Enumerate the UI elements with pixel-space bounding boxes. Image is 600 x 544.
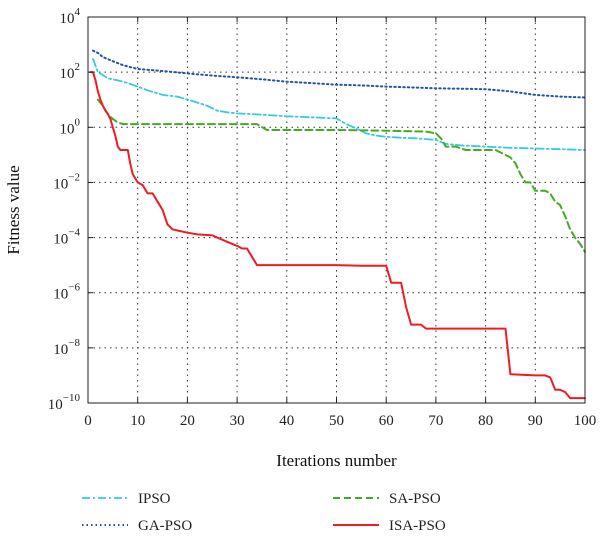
x-tick-label: 20 — [180, 413, 195, 429]
x-tick-label: 40 — [279, 413, 294, 429]
x-tick-label: 60 — [379, 413, 394, 429]
series-layer — [89, 49, 586, 400]
legend-label-sa-pso: SA-PSO — [389, 491, 441, 507]
legend: IPSO GA-PSO SA-PSO ISA-PSO — [82, 491, 446, 534]
x-tick-label: 10 — [130, 413, 145, 429]
x-tick-label: 90 — [528, 413, 543, 429]
y-tick-label: 10−2 — [53, 171, 80, 192]
x-axis-label: Iterations number — [276, 451, 397, 470]
x-tick-label: 80 — [478, 413, 493, 429]
x-tick-label: 30 — [230, 413, 245, 429]
series-line-isa-pso — [89, 71, 586, 400]
x-tick-label: 70 — [428, 413, 443, 429]
y-tick-label: 104 — [60, 6, 81, 27]
y-tick-label: 10−10 — [48, 392, 81, 413]
legend-label-isa-pso: ISA-PSO — [389, 518, 446, 534]
y-tick-label: 10−6 — [53, 282, 80, 303]
legend-label-ipso: IPSO — [138, 491, 171, 507]
tick-layer: 0 10 20 30 40 50 60 70 80 90 100 104 102 100 10−2 10−4 1… — [48, 6, 596, 429]
series-line-ipso — [92, 58, 586, 151]
legend-label-ga-pso: GA-PSO — [138, 518, 192, 534]
x-tick-label: 0 — [84, 413, 92, 429]
series-line-sa-pso — [96, 98, 586, 253]
series-line-ga-pso — [92, 49, 586, 99]
y-tick-label: 10−8 — [53, 337, 80, 358]
y-tick-label: 100 — [60, 116, 81, 137]
y-tick-label: 10−4 — [53, 227, 80, 248]
x-tick-label: 50 — [329, 413, 344, 429]
y-tick-label: 102 — [60, 61, 81, 82]
y-axis-label: Fitness value — [4, 165, 23, 254]
x-tick-label: 100 — [574, 413, 597, 429]
